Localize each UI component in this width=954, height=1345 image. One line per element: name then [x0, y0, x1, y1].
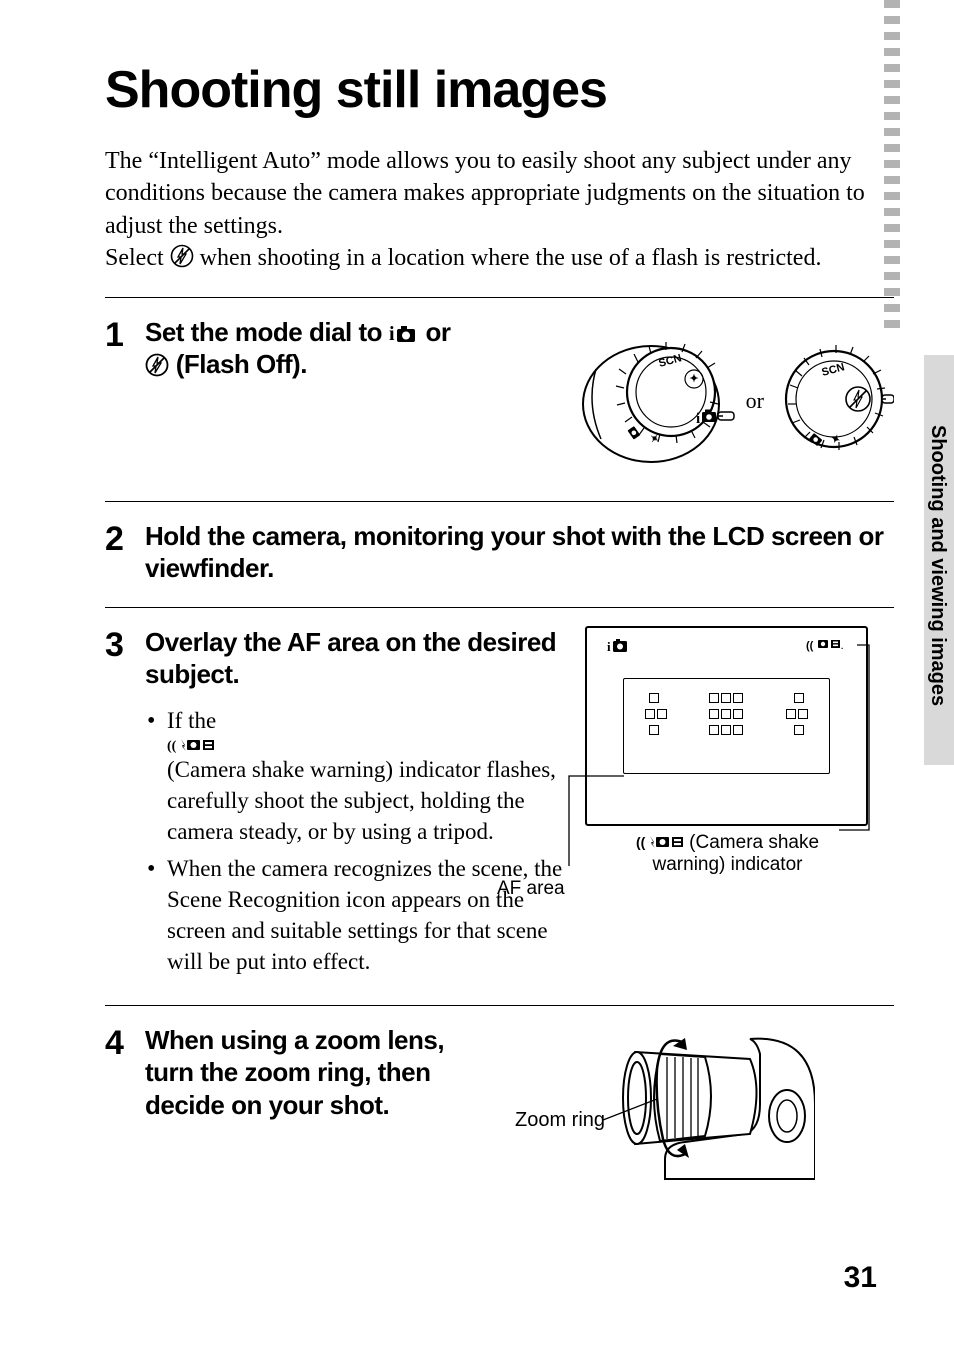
intro-paragraph-2: Select when shooting in a location where… — [105, 242, 894, 274]
step-4-figure: Zoom ring — [485, 1024, 815, 1184]
svg-text:i: i — [389, 323, 395, 345]
camera-shake-icon: (( — [167, 736, 565, 754]
step-1-head-c: (Flash Off). — [169, 349, 307, 379]
step-3-bullet-2: When the camera recognizes the scene, th… — [145, 853, 565, 977]
intro-p2-a: Select — [105, 245, 170, 271]
flash-off-icon — [145, 353, 169, 377]
camera-shake-icon: (( — [636, 833, 684, 851]
page-number: 31 — [844, 1261, 877, 1295]
step-3-figure: i ((. — [565, 626, 870, 983]
lcd-screen: i ((. — [585, 626, 868, 826]
step-3-heading: Overlay the AF area on the desired subje… — [145, 626, 565, 691]
step-2-number: 2 — [105, 520, 145, 556]
page-content: Shooting still images The “Intelligent A… — [0, 0, 954, 1206]
step-3-bullets: If the (( (Camera shake warning) indicat… — [145, 705, 565, 977]
leader-line-shake — [829, 625, 869, 845]
leader-line-af — [559, 756, 639, 876]
af-area-label: AF area — [497, 878, 565, 901]
step-2-heading: Hold the camera, monitoring your shot wi… — [145, 520, 894, 585]
step-1: 1 Set the mode dial to i or (Flash Off). — [105, 297, 894, 501]
mode-dial-auto-icon: SCN ✦ ✦ i — [576, 324, 736, 479]
svg-text:i: i — [696, 411, 700, 427]
step-3-number: 3 — [105, 626, 145, 662]
intro-paragraph-1: The “Intelligent Auto” mode allows you t… — [105, 145, 894, 242]
page-title: Shooting still images — [105, 60, 894, 120]
svg-text:((: (( — [167, 739, 177, 754]
shake-label-a: (Camera shake — [684, 832, 819, 853]
mode-dial-flashoff-icon: SCN ✦ — [774, 341, 894, 461]
step-2: 2 Hold the camera, monitoring your shot … — [105, 501, 894, 607]
steps-list: 1 Set the mode dial to i or (Flash Off). — [105, 297, 894, 1206]
step-4-heading: When using a zoom lens, turn the zoom ri… — [145, 1024, 485, 1122]
or-label: or — [746, 388, 764, 414]
intro-p2-b: when shooting in a location where the us… — [200, 245, 822, 271]
step-4: 4 When using a zoom lens, turn the zoom … — [105, 1005, 894, 1206]
step-3-b1a: If the — [167, 708, 216, 733]
svg-text:i: i — [607, 639, 611, 654]
zoom-ring-label: Zoom ring — [515, 1109, 605, 1132]
step-3: 3 Overlay the AF area on the desired sub… — [105, 607, 894, 1005]
svg-text:((: (( — [806, 640, 814, 652]
zoom-lens-icon — [485, 1024, 815, 1184]
step-1-head-a: Set the mode dial to — [145, 317, 389, 347]
lcd-mode-icon: i — [607, 638, 629, 654]
shake-label-b: warning) indicator — [653, 854, 803, 875]
flash-off-icon — [170, 244, 194, 268]
step-3-bullet-1: If the (( (Camera shake warning) indicat… — [145, 705, 565, 847]
step-1-number: 1 — [105, 316, 145, 352]
af-area-frame — [623, 678, 830, 774]
step-1-figure: SCN ✦ ✦ i — [514, 316, 894, 479]
step-3-b1b: (Camera shake warning) indicator flashes… — [167, 757, 556, 844]
step-4-number: 4 — [105, 1024, 145, 1060]
intelligent-auto-icon: i — [389, 323, 419, 345]
step-1-heading: Set the mode dial to i or (Flash Off). — [145, 316, 514, 381]
step-1-head-b: or — [419, 317, 451, 347]
svg-text:✦: ✦ — [689, 373, 698, 385]
